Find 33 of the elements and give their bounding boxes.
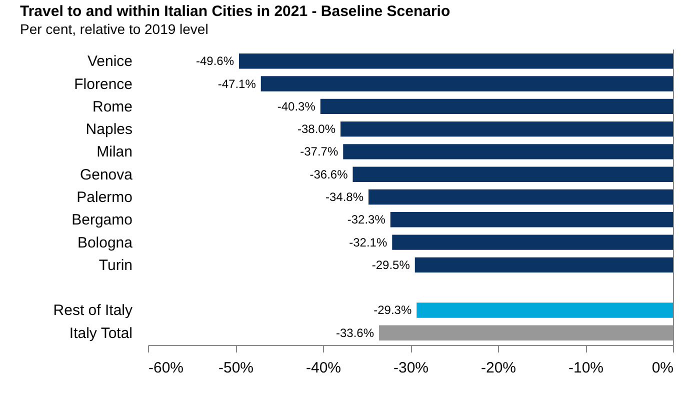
data-label: -36.6% (310, 167, 348, 182)
y-tick-label: Bologna (77, 234, 134, 252)
x-tick-label: -10% (568, 360, 604, 376)
data-label: -29.3% (374, 303, 412, 318)
y-tick-label: Rome (92, 98, 132, 116)
y-tick-label: Venice (87, 53, 132, 70)
y-tick-label: Turin (98, 256, 132, 274)
data-label: -47.1% (218, 76, 256, 91)
y-tick-label: Naples (86, 121, 132, 138)
chart-subtitle: Per cent, relative to 2019 level (20, 21, 208, 37)
y-tick-label: Palermo (76, 189, 132, 206)
x-tick-label: -30% (393, 360, 429, 376)
chart-title: Travel to and within Italian Cities in 2021 - Baseline Scenario (20, 3, 450, 20)
x-tick-label: -60% (148, 360, 184, 376)
y-tick-label: Italy Total (69, 324, 132, 342)
data-label: -38.0% (297, 122, 336, 136)
x-tick-label: -50% (218, 360, 254, 376)
x-tick-label: 0% (652, 360, 674, 376)
data-label: -29.5% (372, 258, 410, 272)
y-tick-label: Florence (74, 76, 132, 93)
data-label: -49.6% (196, 54, 234, 68)
data-label: -32.3% (347, 212, 386, 227)
data-label: -37.7% (300, 144, 338, 159)
y-tick-label: Bergamo (72, 212, 132, 229)
data-label: -34.8% (325, 190, 364, 204)
data-label: -40.3% (277, 99, 316, 114)
x-tick-label: -40% (306, 360, 342, 376)
y-tick-label: Milan (96, 144, 132, 161)
data-label: -33.6% (336, 326, 374, 340)
y-tick-label: Genova (80, 166, 134, 184)
y-tick-label: Rest of Italy (53, 302, 133, 320)
data-label: -32.1% (349, 235, 388, 250)
x-tick-label: -20% (480, 360, 516, 376)
